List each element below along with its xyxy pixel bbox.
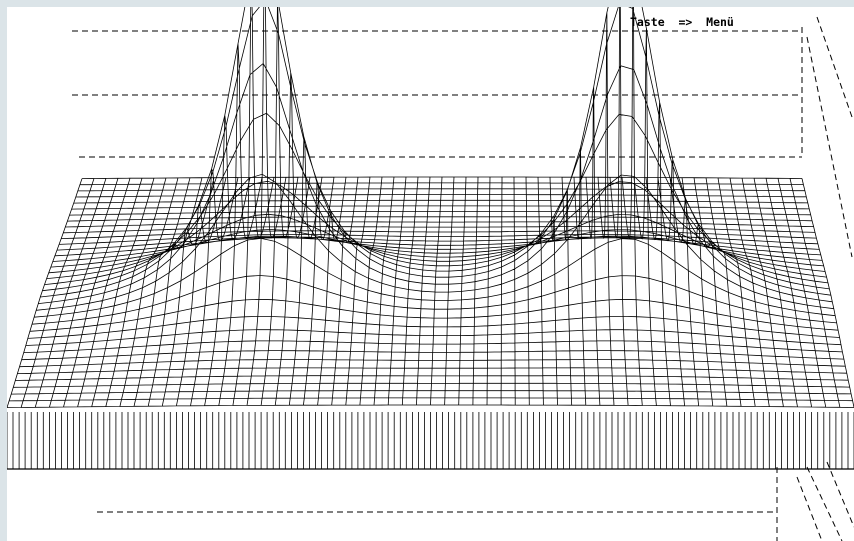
bounding-box-dashed-lines	[72, 16, 854, 541]
surface-grid-lines	[7, 7, 854, 469]
surface-mesh	[7, 7, 854, 469]
plot-viewport: Taste => Menü	[7, 7, 854, 541]
wireframe-surface-plot	[7, 7, 854, 541]
menu-hint-text[interactable]: Taste => Menü	[630, 15, 734, 29]
